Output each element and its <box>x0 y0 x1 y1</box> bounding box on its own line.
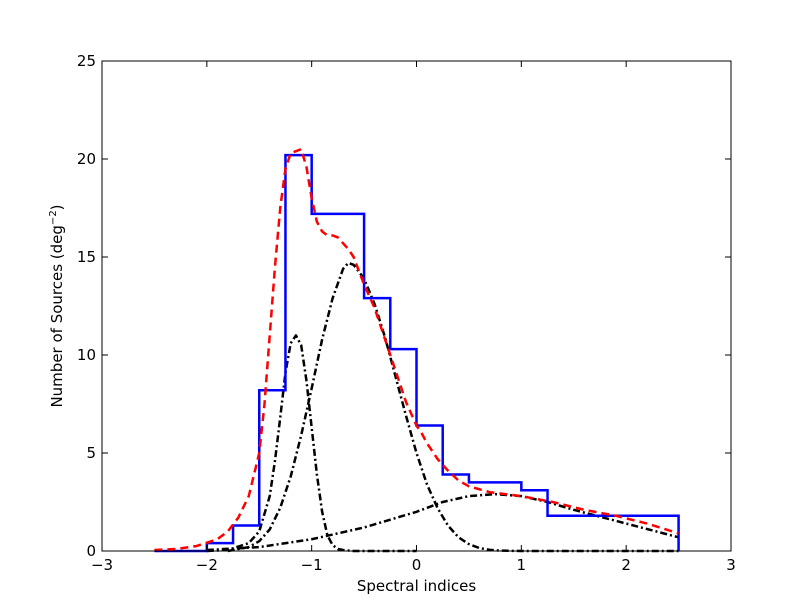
y-axis-label: Number of Sources (deg−2) <box>48 204 66 407</box>
y-tick-label: 15 <box>77 248 96 266</box>
x-tick-label: 3 <box>726 556 736 574</box>
y-tick-label: 0 <box>86 542 96 560</box>
component-curve-2 <box>227 261 679 553</box>
y-axis-label-superscript: −2 <box>48 210 59 225</box>
ticks-layer: −3 −2 −1 0 1 2 3 0 5 10 15 20 25 <box>77 52 736 574</box>
y-tick-label: 10 <box>77 346 96 364</box>
x-tick-label: −3 <box>91 556 113 574</box>
y-axis-label-end: ) <box>48 204 66 210</box>
x-tick-label: 1 <box>517 556 527 574</box>
y-tick-label: 20 <box>77 150 96 168</box>
y-tick-label: 25 <box>77 52 96 70</box>
total-fit-curve <box>154 147 679 552</box>
x-tick-label: −1 <box>301 556 323 574</box>
component-curve-1 <box>206 334 417 553</box>
histogram-step <box>154 153 680 553</box>
x-tick-label: 2 <box>621 556 631 574</box>
x-tick-label: 0 <box>412 556 422 574</box>
y-axis-label-main: Number of Sources (deg <box>48 225 66 407</box>
y-tick-label: 5 <box>86 444 96 462</box>
component-curve-3 <box>206 492 679 552</box>
x-tick-label: −2 <box>196 556 218 574</box>
x-axis-label: Spectral indices <box>357 577 477 595</box>
series-layer <box>154 147 680 553</box>
